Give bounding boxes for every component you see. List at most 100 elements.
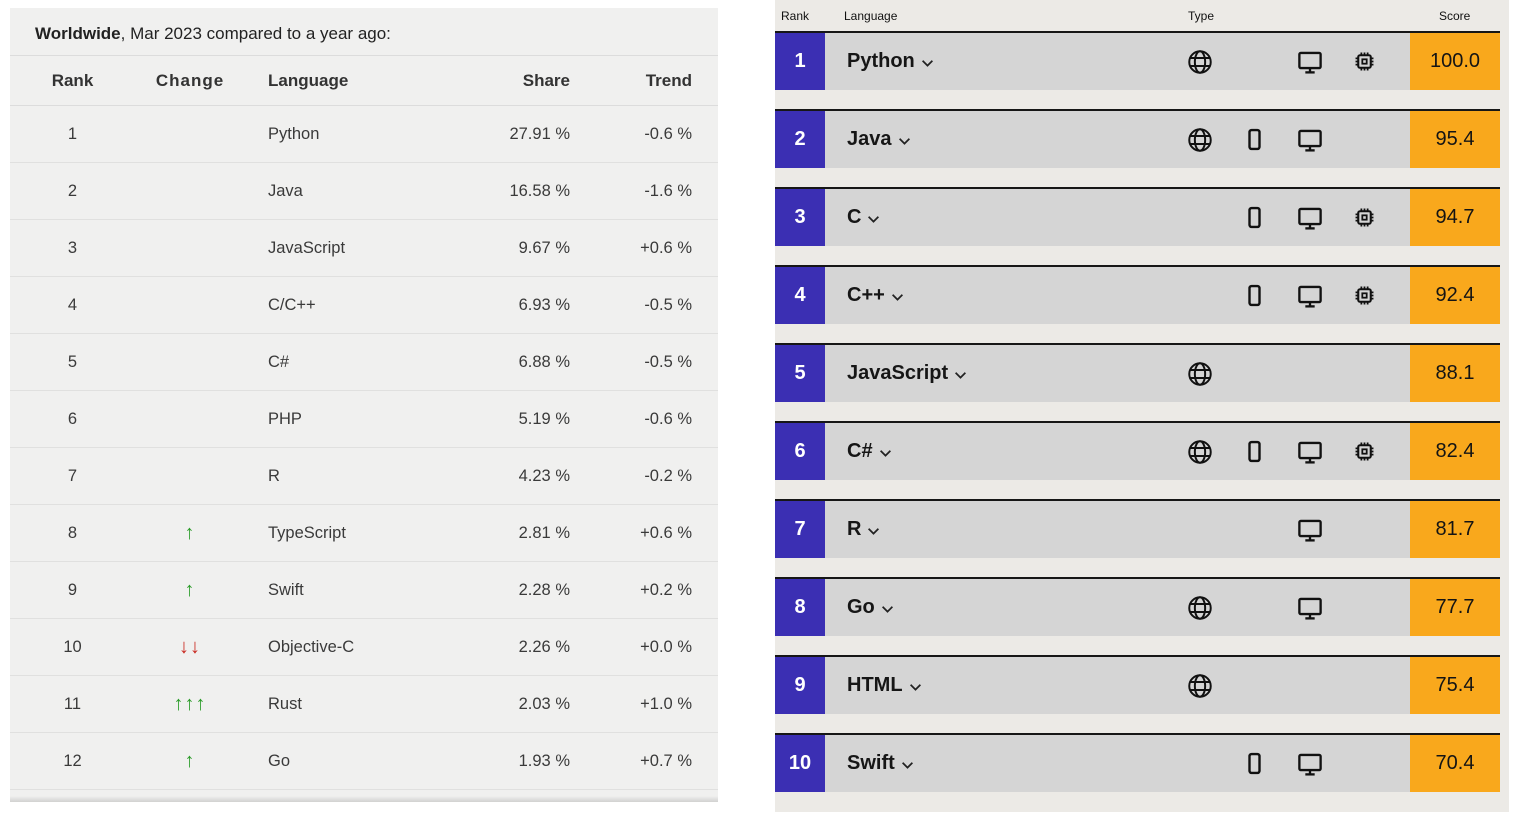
- pypl-share-cell: 6.88 %: [518, 352, 570, 371]
- spectrum-header-row: Rank Language Type Score: [775, 0, 1509, 31]
- language-dropdown-button[interactable]: C#: [825, 439, 898, 464]
- pypl-language-cell: Rust: [268, 694, 302, 713]
- desktop-icon: [1282, 126, 1337, 154]
- pypl-language-cell: Go: [268, 751, 291, 770]
- desktop-icon: [1282, 594, 1337, 622]
- language-dropdown-button[interactable]: Go: [825, 595, 900, 620]
- spectrum-language-label: C: [847, 206, 862, 228]
- spectrum-row-body: JavaScript: [825, 345, 1410, 402]
- spectrum-score-badge: 70.4: [1410, 735, 1500, 792]
- pypl-share-cell: 5.19 %: [518, 409, 570, 428]
- spectrum-score-badge: 75.4: [1410, 657, 1500, 714]
- pypl-trend-cell: +0.6 %: [640, 523, 692, 542]
- spectrum-table-row: 3 C: [775, 187, 1500, 246]
- spectrum-rank-badge: 5: [775, 345, 825, 402]
- pypl-panel: Worldwide, Mar 2023 compared to a year a…: [10, 8, 718, 802]
- spectrum-score-badge: 95.4: [1410, 111, 1500, 168]
- chip-icon: [1337, 283, 1392, 308]
- pypl-table-row: 2 Java 16.58 % -1.6 %: [10, 163, 718, 220]
- pypl-trend-cell: -0.6 %: [644, 124, 692, 143]
- pypl-header-change: Change: [155, 70, 225, 90]
- spectrum-table-body: 1 Python: [775, 31, 1509, 792]
- globe-icon: [1172, 126, 1227, 154]
- type-icons: [1172, 189, 1392, 246]
- language-dropdown-button[interactable]: JavaScript: [825, 361, 973, 386]
- spectrum-table-row: 8 Go: [775, 577, 1500, 636]
- spectrum-panel: Rank Language Type Score 1 Python: [775, 0, 1509, 812]
- language-dropdown-button[interactable]: Python: [825, 49, 940, 74]
- down-arrow-icon: ↓: [190, 635, 201, 658]
- pypl-language-cell: Python: [268, 124, 320, 143]
- chevron-down-icon: [891, 294, 903, 301]
- pypl-change-cell: ↑↑↑: [135, 694, 245, 715]
- spectrum-row-body: Java: [825, 111, 1410, 168]
- spectrum-language-label: Go: [847, 596, 875, 618]
- spectrum-header-rank: Rank: [781, 9, 810, 23]
- language-dropdown-button[interactable]: C++: [825, 283, 910, 308]
- pypl-rank-cell: 7: [67, 466, 78, 485]
- pypl-language-cell: JavaScript: [268, 238, 346, 257]
- pypl-table-row: 7 R 4.23 % -0.2 %: [10, 448, 718, 505]
- pypl-header-trend: Trend: [645, 70, 692, 90]
- globe-icon: [1172, 672, 1227, 700]
- spectrum-score-badge: 81.7: [1410, 501, 1500, 558]
- pypl-rank-cell: 6: [67, 409, 78, 428]
- pypl-table-row: 10 ↓↓ Objective-C 2.26 % +0.0 %: [10, 619, 718, 676]
- pypl-trend-cell: -1.6 %: [644, 181, 692, 200]
- pypl-rank-cell: 5: [67, 352, 78, 371]
- spectrum-language-label: HTML: [847, 674, 903, 696]
- desktop-icon: [1282, 48, 1337, 76]
- spectrum-rank-badge: 7: [775, 501, 825, 558]
- pypl-title: Worldwide, Mar 2023 compared to a year a…: [10, 8, 718, 56]
- desktop-icon: [1282, 516, 1337, 544]
- spectrum-rank-badge: 1: [775, 33, 825, 90]
- pypl-change-cell: ↑: [135, 523, 245, 544]
- spectrum-language-label: C#: [847, 440, 873, 462]
- language-dropdown-button[interactable]: Swift: [825, 751, 920, 776]
- spectrum-language-label: JavaScript: [847, 362, 949, 384]
- pypl-rank-cell: 12: [63, 751, 82, 770]
- pypl-trend-cell: -0.5 %: [644, 295, 692, 314]
- spectrum-table-row: 1 Python: [775, 31, 1500, 90]
- pypl-rank-cell: 2: [67, 181, 78, 200]
- spectrum-rank-badge: 6: [775, 423, 825, 480]
- spectrum-rank-badge: 8: [775, 579, 825, 636]
- desktop-icon: [1282, 438, 1337, 466]
- language-dropdown-button[interactable]: HTML: [825, 673, 928, 698]
- mobile-icon: [1227, 127, 1282, 152]
- type-icons: [1172, 735, 1392, 792]
- spectrum-row-body: C#: [825, 423, 1410, 480]
- language-dropdown-button[interactable]: R: [825, 517, 886, 542]
- spectrum-row-body: C: [825, 189, 1410, 246]
- mobile-icon: [1227, 751, 1282, 776]
- pypl-trend-cell: -0.6 %: [644, 409, 692, 428]
- chevron-down-icon: [909, 684, 921, 691]
- type-icons: [1172, 267, 1392, 324]
- pypl-table-row: 6 PHP 5.19 % -0.6 %: [10, 391, 718, 448]
- language-dropdown-button[interactable]: C: [825, 205, 886, 230]
- type-icons: [1172, 345, 1392, 402]
- pypl-language-cell: R: [268, 466, 280, 485]
- pypl-rank-cell: 1: [67, 124, 78, 143]
- chevron-down-icon: [879, 450, 891, 457]
- spectrum-language-label: Swift: [847, 752, 895, 774]
- spectrum-score-badge: 100.0: [1410, 33, 1500, 90]
- pypl-rank-cell: 3: [67, 238, 78, 257]
- mobile-icon: [1227, 439, 1282, 464]
- language-dropdown-button[interactable]: Java: [825, 127, 917, 152]
- mobile-icon: [1227, 205, 1282, 230]
- up-arrow-icon: ↑: [195, 692, 207, 715]
- spectrum-header-type: Type: [1188, 9, 1215, 23]
- type-icons: [1172, 33, 1392, 90]
- chevron-down-icon: [921, 60, 933, 67]
- up-arrow-icon: ↑: [173, 692, 185, 715]
- spectrum-rank-badge: 10: [775, 735, 825, 792]
- desktop-icon: [1282, 204, 1337, 232]
- pypl-trend-cell: +0.2 %: [640, 580, 692, 599]
- pypl-trend-cell: -0.2 %: [644, 466, 692, 485]
- desktop-icon: [1282, 282, 1337, 310]
- pypl-table-row: 8 ↑ TypeScript 2.81 % +0.6 %: [10, 505, 718, 562]
- pypl-share-cell: 6.93 %: [518, 295, 570, 314]
- type-icons: [1172, 501, 1392, 558]
